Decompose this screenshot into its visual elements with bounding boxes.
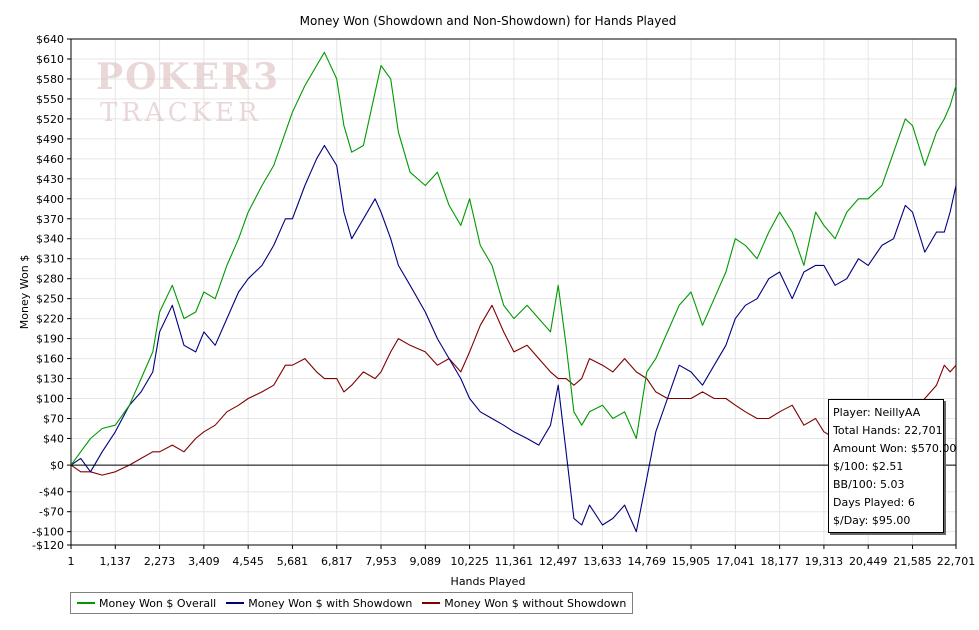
x-axis-label: Hands Played xyxy=(451,575,526,588)
y-tick-label: $430 xyxy=(36,173,64,186)
x-tick-label: 6,817 xyxy=(321,555,353,568)
x-tick-label: 22,701 xyxy=(937,555,976,568)
x-tick-label: 9,089 xyxy=(410,555,442,568)
legend-swatch-non-showdown xyxy=(422,602,441,604)
y-axis-ticks: -$120-$100 -$70 -$40 $0 $40 $70 $100 $130 $160 $1… xyxy=(32,33,71,552)
x-tick-label: 10,225 xyxy=(450,555,489,568)
x-tick-label: 1,137 xyxy=(100,555,132,568)
x-tick-label: 20,449 xyxy=(849,555,888,568)
y-tick-label: $370 xyxy=(36,213,64,226)
y-tick-label: $100 xyxy=(36,393,64,406)
y-tick-label: $520 xyxy=(36,113,64,126)
x-tick-label: 11,361 xyxy=(495,555,534,568)
x-tick-label: 7,953 xyxy=(365,555,397,568)
y-tick-label: $340 xyxy=(36,233,64,246)
y-tick-label: $610 xyxy=(36,53,64,66)
x-tick-label: 12,497 xyxy=(539,555,578,568)
legend-item-overall: Money Won $ Overall xyxy=(77,597,216,610)
series-layer xyxy=(70,51,957,533)
y-tick-label: $70 xyxy=(43,413,64,426)
y-tick-label: $310 xyxy=(36,253,64,266)
stat-dollars-per-100: $/100: $2.51 xyxy=(833,460,904,473)
player-stats-box: Player: NeillyAA Total Hands: 22,701 Amo… xyxy=(828,399,957,533)
legend-swatch-overall xyxy=(77,602,95,604)
y-tick-label: -$40 xyxy=(39,486,64,499)
stat-amount-won: Amount Won: $570.00 xyxy=(833,442,957,455)
y-tick-label: $190 xyxy=(36,333,64,346)
grid xyxy=(70,38,957,546)
x-tick-label: 17,041 xyxy=(716,555,755,568)
series-line-overall xyxy=(70,51,957,466)
series-line-showdown xyxy=(70,144,957,533)
x-tick-label: 5,681 xyxy=(277,555,309,568)
legend-label-showdown: Money Won $ with Showdown xyxy=(248,596,413,610)
stat-total-hands: Total Hands: 22,701 xyxy=(833,424,943,437)
y-tick-label: $160 xyxy=(36,353,64,366)
y-tick-label: $580 xyxy=(36,73,64,86)
x-tick-label: 14,769 xyxy=(628,555,667,568)
y-tick-label: $550 xyxy=(36,93,64,106)
y-tick-label: $460 xyxy=(36,153,64,166)
x-tick-label: 19,313 xyxy=(805,555,844,568)
legend-swatch-showdown xyxy=(226,602,245,604)
x-tick-label: 15,905 xyxy=(672,555,711,568)
chart-title: Money Won (Showdown and Non-Showdown) fo… xyxy=(300,14,677,28)
legend-label-non-showdown: Money Won $ without Showdown xyxy=(444,596,627,610)
stat-days-played: Days Played: 6 xyxy=(833,496,915,509)
stat-player: Player: NeillyAA xyxy=(833,406,921,419)
legend-item-showdown: Money Won $ with Showdown xyxy=(226,597,412,610)
x-axis-ticks: 1 1,137 2,273 3,409 4,545 5,681 6,817 7,953 9,08… xyxy=(68,545,976,568)
y-tick-label: $250 xyxy=(36,293,64,306)
y-tick-label: $490 xyxy=(36,133,64,146)
y-axis-label: Money Won $ xyxy=(18,255,31,329)
y-tick-label: -$70 xyxy=(39,506,64,519)
y-tick-label: $640 xyxy=(36,33,64,46)
legend-item-non-showdown: Money Won $ without Showdown xyxy=(422,597,626,610)
y-tick-label: $220 xyxy=(36,313,64,326)
y-tick-label: $40 xyxy=(43,432,64,445)
y-tick-label: $0 xyxy=(50,459,64,472)
y-tick-label: $400 xyxy=(36,193,64,206)
x-tick-label: 1 xyxy=(68,555,75,568)
x-tick-label: 13,633 xyxy=(583,555,622,568)
x-tick-label: 3,409 xyxy=(188,555,220,568)
stat-bb-per-100: BB/100: 5.03 xyxy=(833,478,905,491)
x-tick-label: 21,585 xyxy=(893,555,932,568)
x-tick-label: 4,545 xyxy=(232,555,264,568)
stat-dollars-per-day: $/Day: $95.00 xyxy=(833,514,911,527)
y-tick-label: -$120 xyxy=(32,539,64,552)
x-tick-label: 2,273 xyxy=(144,555,176,568)
chart-legend: Money Won $ Overall Money Won $ with Sho… xyxy=(70,592,634,614)
y-tick-label: $280 xyxy=(36,273,64,286)
series-line-non-showdown xyxy=(70,304,957,476)
legend-label-overall: Money Won $ Overall xyxy=(99,596,217,610)
x-tick-label: 18,177 xyxy=(760,555,799,568)
y-tick-label: $130 xyxy=(36,373,64,386)
y-tick-label: -$100 xyxy=(32,526,64,539)
